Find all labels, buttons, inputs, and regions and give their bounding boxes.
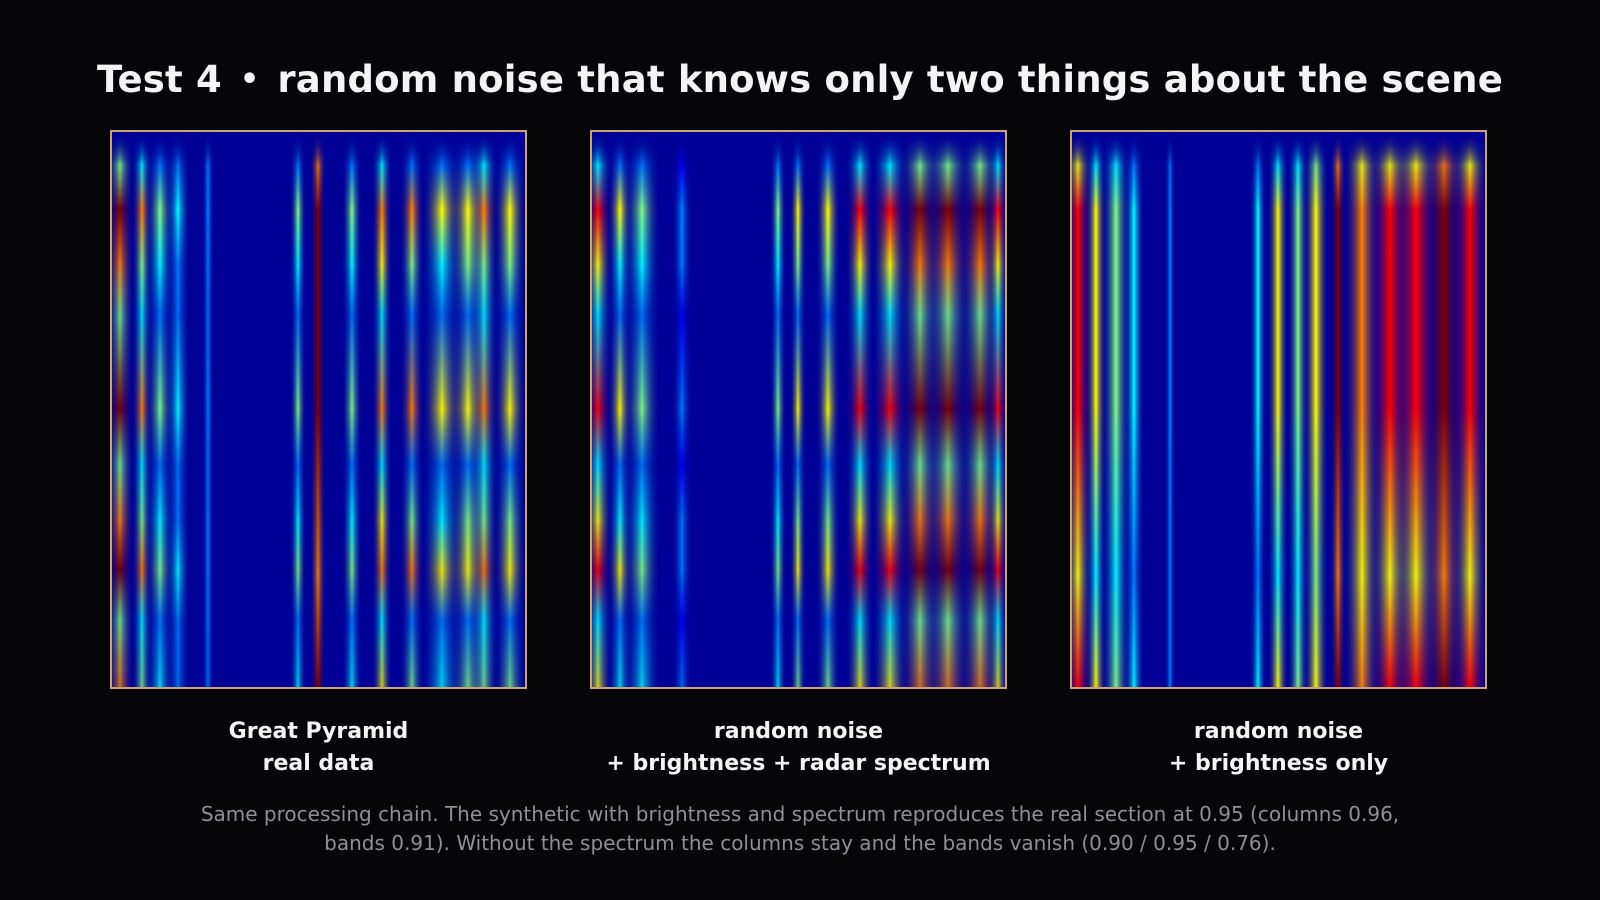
- radargram-column: [470, 132, 498, 687]
- title-text: random noise that knows only two things …: [277, 58, 1504, 101]
- caption-line2: real data: [262, 751, 375, 776]
- slide-title: Test 4 • random noise that knows only two …: [0, 58, 1600, 101]
- radargram-image: [592, 132, 1005, 687]
- caption-line2: + brightness + radar spectrum: [606, 751, 991, 776]
- title-prefix: Test 4: [96, 58, 222, 101]
- caption-line1: random noise: [713, 719, 884, 744]
- caption-line2: + brightness only: [1168, 751, 1389, 776]
- radargram-column: [372, 132, 392, 687]
- title-separator: •: [239, 62, 260, 97]
- radargram-column: [1330, 132, 1346, 687]
- footnote-line1: Same processing chain. The synthetic wit…: [200, 802, 1400, 826]
- radargram-column: [310, 132, 326, 687]
- radargram-column: [816, 132, 840, 687]
- radargram-column: [1268, 132, 1288, 687]
- radargram-column: [1288, 132, 1308, 687]
- radargram-image: [112, 132, 525, 687]
- radargram-column: [1086, 132, 1106, 687]
- radargram-column: [592, 132, 612, 687]
- radargram-column: [1165, 132, 1175, 687]
- footnote: Same processing chain. The synthetic wit…: [100, 800, 1500, 858]
- radargram-panel-brightness-spectrum: [590, 130, 1007, 689]
- radargram-column: [494, 132, 525, 687]
- radargram-column: [790, 132, 806, 687]
- radargram-column: [672, 132, 692, 687]
- radargram-panel-brightness-only: [1070, 130, 1487, 689]
- footnote-line2: bands 0.91). Without the spectrum the co…: [324, 831, 1276, 855]
- radargram-column: [166, 132, 190, 687]
- radargram-column: [202, 132, 214, 687]
- radargram-column: [988, 132, 1005, 687]
- caption-line1: Great Pyramid: [228, 719, 409, 744]
- caption-real: Great Pyramid real data: [110, 716, 527, 780]
- caption-brightness-spectrum: random noise + brightness + radar spectr…: [590, 716, 1007, 780]
- radargram-column: [290, 132, 306, 687]
- radargram-column: [1250, 132, 1266, 687]
- radargram-panel-real: [110, 130, 527, 689]
- radargram-column: [846, 132, 874, 687]
- caption-line1: random noise: [1193, 719, 1364, 744]
- radargram-column: [1304, 132, 1328, 687]
- radargram-image: [1072, 132, 1485, 687]
- caption-brightness-only: random noise + brightness only: [1070, 716, 1487, 780]
- radargram-column: [342, 132, 362, 687]
- radargram-column: [1124, 132, 1144, 687]
- radargram-column: [770, 132, 786, 687]
- radargram-column: [112, 132, 134, 687]
- radargram-column: [400, 132, 424, 687]
- radargram-column: [624, 132, 660, 687]
- radargram-column: [1452, 132, 1485, 687]
